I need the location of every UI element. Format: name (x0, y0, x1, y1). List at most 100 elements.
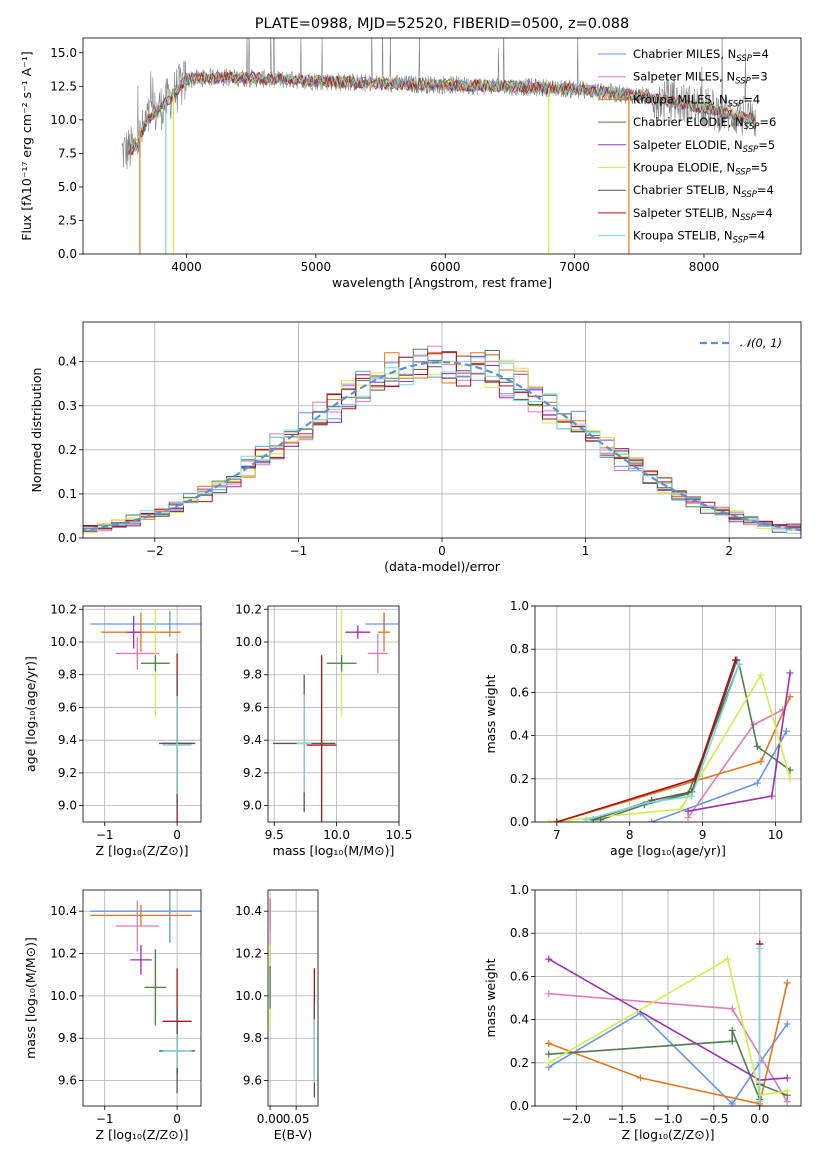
y-tick-label: 0.6 (510, 685, 529, 699)
spectrum-model-line-8 (130, 70, 756, 154)
legend-nssp-prefix: , N (720, 47, 736, 61)
weight-series-3 (548, 1030, 788, 1100)
weight-point-marker (786, 775, 794, 783)
y-tick-label: 0.2 (58, 443, 77, 457)
y-tick-label: 9.4 (243, 733, 262, 747)
plot-area (269, 898, 316, 1098)
x-tick-label: 0 (173, 828, 181, 842)
y-tick-label: 9.6 (243, 700, 262, 714)
x-tick-label: −0.5 (699, 1112, 728, 1126)
y-tick-label: 12.5 (50, 79, 77, 93)
weight-series-6 (593, 659, 738, 821)
legend-label: Salpeter STELIB, NSSP=4 (633, 206, 773, 223)
y-tick-label: 1.0 (510, 599, 529, 613)
legend-nssp-value: =4 (757, 183, 774, 197)
weight-series-3 (600, 661, 791, 821)
x-tick-label: 4000 (171, 260, 202, 274)
weight-point-marker (545, 1059, 553, 1067)
y-tick-label: 10.0 (235, 635, 262, 649)
y-tick-label: 9.8 (243, 668, 262, 682)
legend-model-name: Chabrier ELODIE (633, 115, 728, 129)
chart-age_vs_mass: 9.5 10.0 10.5 9.0 9.2 9.4 9.6 9.8 10.0 10.2 mass [… (235, 602, 412, 858)
x-tick-label: 0 (173, 1112, 181, 1126)
y-tick-label: 0.8 (510, 926, 529, 940)
legend-model-name: Chabrier MILES (633, 47, 720, 61)
chart-residuals: −2 −1 0 1 2 0.0 0.1 0.2 0.3 0.4 (data-model)/error… (29, 321, 802, 574)
y-tick-label: 9.0 (243, 799, 262, 813)
charts: 4000 5000 6000 7000 80000.02.55.07.510.012.5… (19, 37, 802, 1142)
y-tick-label: 1.0 (510, 883, 529, 897)
y-tick-label: 5.0 (58, 180, 77, 194)
axes-frame (82, 889, 202, 1107)
weight-series-5 (548, 957, 788, 1097)
y-tick-label: 9.2 (243, 766, 262, 780)
weight-point-marker (768, 792, 776, 800)
x-tick-label: 8 (626, 828, 634, 842)
y-tick-label: 0.0 (58, 247, 77, 261)
y-tick-label: 10.0 (50, 989, 77, 1003)
weight-point-marker (757, 671, 765, 679)
weight-point-marker (684, 814, 692, 822)
legend-nssp-prefix: , N (719, 161, 735, 175)
legend-label: Kroupa STELIB, NSSP=4 (633, 229, 765, 246)
y-axis-label: mass weight (483, 674, 498, 753)
weight-series-2 (556, 696, 791, 822)
y-tick-label: 0.2 (510, 1056, 529, 1070)
x-tick-label: −1 (96, 1112, 114, 1126)
weight-point-marker (728, 1005, 736, 1013)
y-tick-label: 10.0 (50, 113, 77, 127)
y-tick-label: 0.3 (58, 399, 77, 413)
weight-point-marker (786, 693, 794, 701)
weight-point-marker (545, 955, 553, 963)
x-tick-label: 8000 (689, 260, 720, 274)
legend-nssp-value: =4 (756, 206, 773, 220)
legend-nssp-sub: SSP (743, 145, 759, 155)
legend-nssp-prefix: , N (725, 183, 741, 197)
y-tick-label: 0.8 (510, 642, 529, 656)
y-tick-label: 9.4 (58, 733, 77, 747)
weight-series-8 (585, 664, 740, 821)
axes-frame (267, 605, 400, 823)
x-axis-label: E(B-V) (274, 1127, 313, 1142)
x-tick-label: 0.0 (750, 1112, 769, 1126)
figure-title: PLATE=0988, MJD=52520, FIBERID=0500, z=0… (255, 16, 629, 32)
x-tick-label: −1.5 (608, 1112, 637, 1126)
weight-point-marker (545, 1050, 553, 1058)
weight-point-marker (644, 799, 652, 807)
y-tick-label: 10.2 (235, 947, 262, 961)
weight-point-marker (756, 1098, 764, 1106)
histogram-step-3 (83, 348, 801, 531)
x-axis-label: mass [log₁₀(M/M⊙)] (273, 843, 395, 858)
weight-point-marker (728, 1026, 736, 1034)
legend-model-name: Salpeter ELODIE (633, 138, 727, 152)
y-tick-label: 0.0 (510, 815, 529, 829)
y-tick-label: 0.0 (58, 531, 77, 545)
weight-point-marker (782, 727, 790, 735)
plot-area (90, 890, 201, 1094)
axes-frame (267, 889, 319, 1107)
y-axis-label: Flux [fλ10⁻¹⁷ erg cm⁻² s⁻¹ A⁻¹] (19, 51, 34, 240)
y-tick-label: 2.5 (58, 213, 77, 227)
y-tick-label: 9.6 (58, 700, 77, 714)
legend-label: Chabrier ELODIE, NSSP=6 (633, 115, 776, 132)
x-tick-label: 2 (725, 544, 733, 558)
weight-point-marker (648, 818, 656, 822)
weight-point-marker (728, 1100, 736, 1106)
y-tick-label: 0.4 (510, 1013, 529, 1027)
x-tick-label: 10.5 (386, 828, 413, 842)
legend-label: Kroupa MILES, NSSP=4 (633, 92, 760, 109)
x-tick-label: 0.00 (257, 1112, 284, 1126)
plot-area (546, 656, 794, 822)
weight-point-marker (546, 818, 554, 822)
weight-series-2 (548, 982, 788, 1105)
plot-area (83, 345, 801, 536)
weight-point-marker (688, 792, 696, 800)
x-axis-label: Z [log₁₀(Z/Z⊙)] (96, 1127, 189, 1142)
weight-point-marker (783, 1020, 791, 1028)
weight-point-marker (783, 979, 791, 987)
weight-point-marker (756, 944, 764, 952)
x-axis-label: Z [log₁₀(Z/Z⊙)] (622, 1127, 715, 1142)
legend-nssp-sub: SSP (735, 168, 751, 178)
legend-nssp-prefix: , N (717, 229, 733, 243)
